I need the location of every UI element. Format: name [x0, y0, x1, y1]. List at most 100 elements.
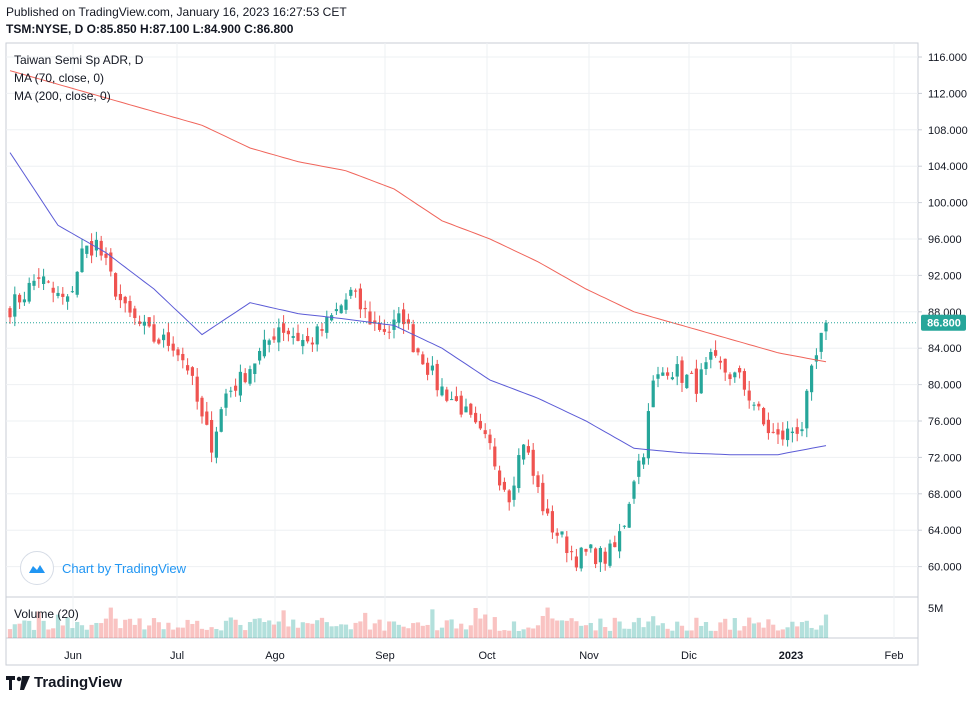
- candle-168: [814, 348, 818, 369]
- symbol-ohlc: TSM:NYSE, D O:85.850 H:87.100 L:84.900 C…: [6, 22, 294, 36]
- candle-89: [435, 359, 439, 397]
- legend-title: Taiwan Semi Sp ADR, D: [14, 53, 144, 67]
- volume-bar-87: [425, 624, 430, 638]
- footer-brand-text: TradingView: [34, 674, 123, 691]
- volume-bar-113: [550, 618, 555, 638]
- volume-bar-55: [271, 624, 277, 638]
- candle-19: [99, 235, 103, 261]
- candle-42: [210, 411, 214, 463]
- volume-bar-167: [809, 627, 814, 638]
- candle-24: [123, 295, 127, 313]
- volume-bar-122: [593, 630, 598, 638]
- volume-bar-95: [463, 629, 469, 638]
- candle-74: [363, 300, 367, 319]
- volume-bar-75: [367, 629, 373, 638]
- volume-bar-115: [559, 620, 565, 638]
- chart-watermark[interactable]: Chart by TradingView: [20, 551, 186, 585]
- volume-bar-168: [814, 629, 819, 638]
- volume-bar-92: [449, 619, 454, 638]
- candle-121: [589, 543, 593, 553]
- volume-bar-96: [468, 625, 473, 638]
- y-tick-label-2: 108.000: [928, 125, 968, 137]
- candle-147: [714, 340, 718, 358]
- candle-114: [555, 528, 559, 544]
- volume-bar-170: [823, 614, 829, 638]
- volume-bar-17: [89, 624, 94, 638]
- volume-bar-71: [348, 629, 353, 638]
- candle-113: [550, 505, 554, 539]
- x-tick-label-5: Nov: [579, 650, 599, 662]
- last-price-badge: 86.800: [921, 314, 966, 331]
- candle-110: [536, 471, 540, 493]
- volume-bar-146: [708, 630, 713, 638]
- y-tick-label-12: 68.000: [928, 489, 962, 501]
- legend-volume: Volume (20): [14, 607, 79, 621]
- time-axis: Jun Jul Ago Sep Oct Nov Dic 2023 Feb: [64, 650, 903, 662]
- ma200-line: [9, 70, 827, 363]
- candle-76: [373, 311, 377, 331]
- candle-73: [358, 283, 362, 318]
- volume-bar-111: [540, 615, 545, 638]
- candle-157: [762, 406, 766, 427]
- candle-48: [238, 364, 242, 402]
- volume-bar-27: [137, 618, 142, 638]
- ma70-line: [9, 152, 827, 456]
- volume-bar-107: [521, 629, 526, 638]
- volume-bar-144: [699, 625, 704, 638]
- volume-bar-60: [295, 627, 301, 638]
- volume-bar-61: [300, 622, 305, 638]
- volume-bar-56: [276, 621, 281, 638]
- volume-bar-147: [713, 630, 718, 638]
- candle-145: [704, 357, 708, 376]
- candle-10: [56, 286, 60, 299]
- volume-bar-37: [185, 619, 190, 638]
- footer-brand[interactable]: TradingView: [6, 674, 122, 691]
- candle-55: [272, 328, 276, 343]
- volume-bar-69: [339, 624, 344, 638]
- x-tick-label-3: Sep: [375, 650, 395, 662]
- volume-bar-65: [319, 617, 325, 638]
- candle-11: [61, 287, 65, 305]
- candle-131: [637, 453, 641, 485]
- candle-117: [570, 545, 574, 561]
- volume-bar-140: [679, 625, 685, 638]
- candle-112: [546, 499, 550, 516]
- volume-bar-129: [627, 628, 632, 638]
- x-tick-label-2: Ago: [265, 650, 285, 662]
- volume-bar-64: [315, 620, 320, 638]
- volume-bar-155: [751, 623, 757, 638]
- volume-bar-49: [243, 630, 248, 638]
- candle-136: [661, 367, 665, 376]
- candle-46: [229, 386, 233, 398]
- candle-32: [162, 328, 166, 348]
- candle-156: [757, 401, 761, 411]
- volume-bar-139: [675, 621, 680, 638]
- candle-71: [349, 287, 353, 299]
- candle-57: [282, 315, 286, 341]
- candle-5: [32, 274, 36, 291]
- volume-bar-14: [75, 621, 80, 638]
- candle-37: [186, 358, 190, 375]
- candle-44: [219, 406, 223, 433]
- tradingview-logo-icon: [6, 675, 30, 690]
- volume-bar-150: [727, 629, 733, 638]
- candle-36: [181, 347, 185, 369]
- volume-bar-24: [123, 619, 128, 638]
- candle-79: [387, 325, 391, 340]
- volume-bar-169: [819, 625, 824, 638]
- volume-bar-114: [555, 620, 560, 638]
- candle-153: [742, 368, 746, 396]
- published-info: Published on TradingView.com, January 16…: [6, 5, 347, 19]
- candle-47: [234, 378, 238, 397]
- candle-87: [426, 357, 430, 381]
- volume-bar-21: [108, 607, 113, 638]
- y-tick-label-10: 76.000: [928, 416, 962, 428]
- volume-bar-105: [511, 621, 517, 638]
- volume-bar-67: [329, 626, 334, 638]
- volume-bar-89: [435, 630, 440, 638]
- candle-58: [286, 327, 290, 342]
- candle-18: [94, 231, 98, 258]
- candle-16: [85, 245, 89, 259]
- legend-ma70: MA (70, close, 0): [14, 71, 104, 85]
